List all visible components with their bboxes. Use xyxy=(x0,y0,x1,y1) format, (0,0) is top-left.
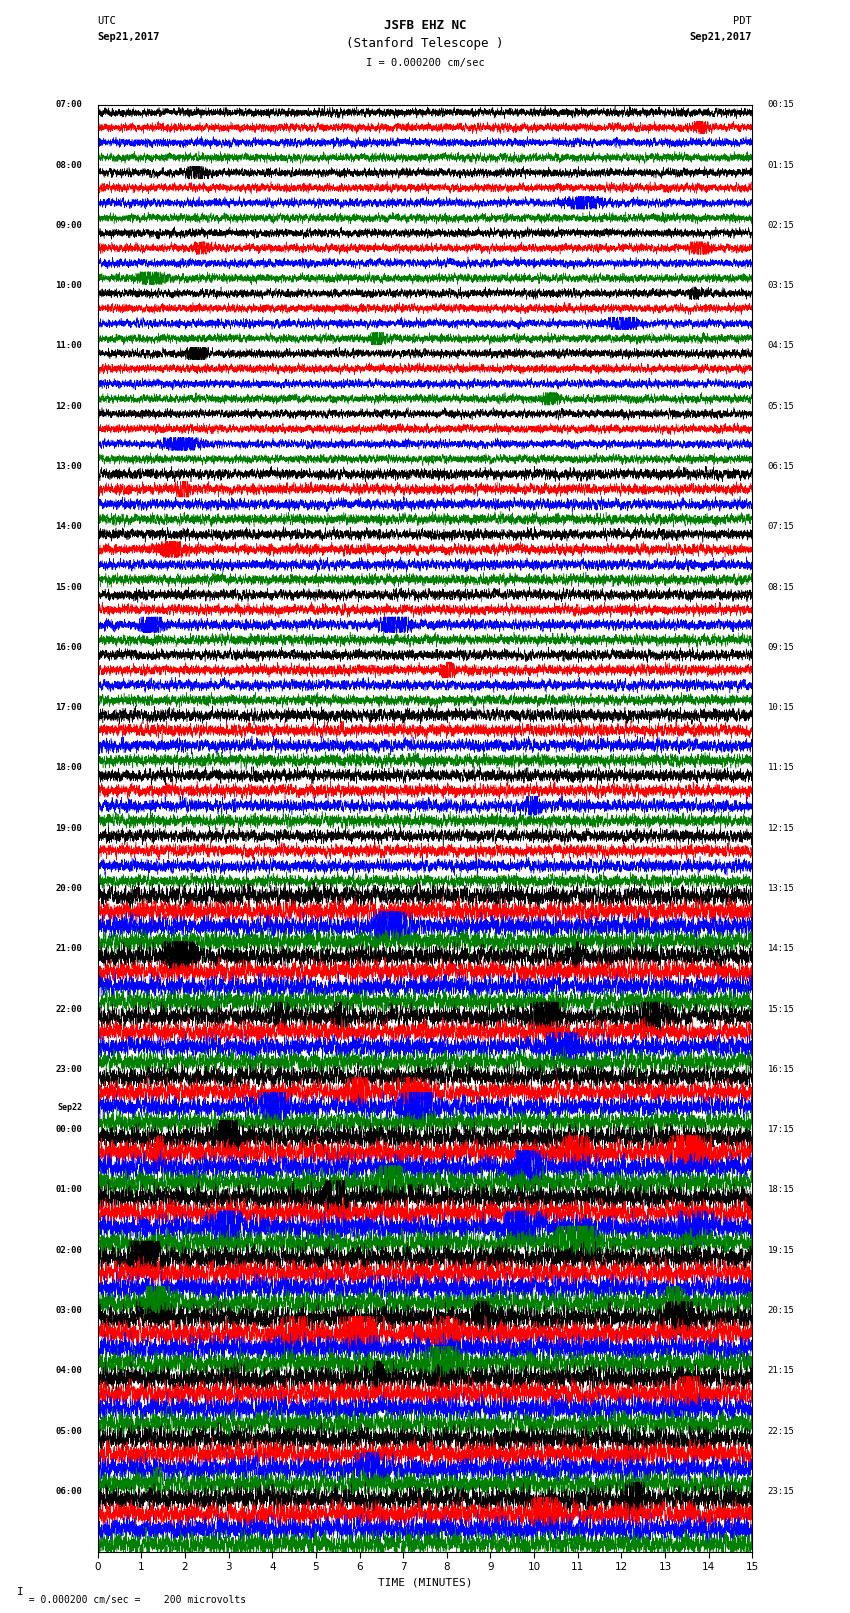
Text: 15:00: 15:00 xyxy=(55,582,82,592)
Text: 04:15: 04:15 xyxy=(768,342,795,350)
Text: 14:15: 14:15 xyxy=(768,944,795,953)
Text: 12:00: 12:00 xyxy=(55,402,82,411)
Text: (Stanford Telescope ): (Stanford Telescope ) xyxy=(346,37,504,50)
Text: 02:00: 02:00 xyxy=(55,1245,82,1255)
Text: 13:15: 13:15 xyxy=(768,884,795,894)
Text: 10:00: 10:00 xyxy=(55,281,82,290)
Text: 11:15: 11:15 xyxy=(768,763,795,773)
Text: 05:15: 05:15 xyxy=(768,402,795,411)
Text: 18:15: 18:15 xyxy=(768,1186,795,1195)
Text: 16:00: 16:00 xyxy=(55,644,82,652)
Text: 09:00: 09:00 xyxy=(55,221,82,231)
Text: UTC: UTC xyxy=(98,16,116,26)
Text: 05:00: 05:00 xyxy=(55,1426,82,1436)
Text: 06:00: 06:00 xyxy=(55,1487,82,1495)
Text: 20:15: 20:15 xyxy=(768,1307,795,1315)
Text: 18:00: 18:00 xyxy=(55,763,82,773)
Text: 20:00: 20:00 xyxy=(55,884,82,894)
Text: 14:00: 14:00 xyxy=(55,523,82,531)
Text: JSFB EHZ NC: JSFB EHZ NC xyxy=(383,19,467,32)
Text: 09:15: 09:15 xyxy=(768,644,795,652)
Text: 03:00: 03:00 xyxy=(55,1307,82,1315)
Text: 01:00: 01:00 xyxy=(55,1186,82,1195)
X-axis label: TIME (MINUTES): TIME (MINUTES) xyxy=(377,1578,473,1587)
Text: 23:15: 23:15 xyxy=(768,1487,795,1495)
Text: 16:15: 16:15 xyxy=(768,1065,795,1074)
Text: Sep21,2017: Sep21,2017 xyxy=(98,32,161,42)
Text: 23:00: 23:00 xyxy=(55,1065,82,1074)
Text: 22:15: 22:15 xyxy=(768,1426,795,1436)
Text: 07:00: 07:00 xyxy=(55,100,82,110)
Text: I = 0.000200 cm/sec: I = 0.000200 cm/sec xyxy=(366,58,484,68)
Text: PDT: PDT xyxy=(734,16,752,26)
Text: 10:15: 10:15 xyxy=(768,703,795,713)
Text: = 0.000200 cm/sec =    200 microvolts: = 0.000200 cm/sec = 200 microvolts xyxy=(17,1595,246,1605)
Text: Ι: Ι xyxy=(17,1587,24,1597)
Text: 04:00: 04:00 xyxy=(55,1366,82,1376)
Text: 06:15: 06:15 xyxy=(768,461,795,471)
Text: 15:15: 15:15 xyxy=(768,1005,795,1013)
Text: 17:15: 17:15 xyxy=(768,1126,795,1134)
Text: 00:00: 00:00 xyxy=(55,1126,82,1134)
Text: 03:15: 03:15 xyxy=(768,281,795,290)
Text: 08:00: 08:00 xyxy=(55,161,82,169)
Text: Sep21,2017: Sep21,2017 xyxy=(689,32,752,42)
Text: 22:00: 22:00 xyxy=(55,1005,82,1013)
Text: 07:15: 07:15 xyxy=(768,523,795,531)
Text: 08:15: 08:15 xyxy=(768,582,795,592)
Text: 12:15: 12:15 xyxy=(768,824,795,832)
Text: 11:00: 11:00 xyxy=(55,342,82,350)
Text: 21:15: 21:15 xyxy=(768,1366,795,1376)
Text: 02:15: 02:15 xyxy=(768,221,795,231)
Text: 21:00: 21:00 xyxy=(55,944,82,953)
Text: Sep22: Sep22 xyxy=(58,1103,82,1111)
Text: 17:00: 17:00 xyxy=(55,703,82,713)
Text: 13:00: 13:00 xyxy=(55,461,82,471)
Text: 01:15: 01:15 xyxy=(768,161,795,169)
Text: 19:00: 19:00 xyxy=(55,824,82,832)
Text: 19:15: 19:15 xyxy=(768,1245,795,1255)
Text: 00:15: 00:15 xyxy=(768,100,795,110)
